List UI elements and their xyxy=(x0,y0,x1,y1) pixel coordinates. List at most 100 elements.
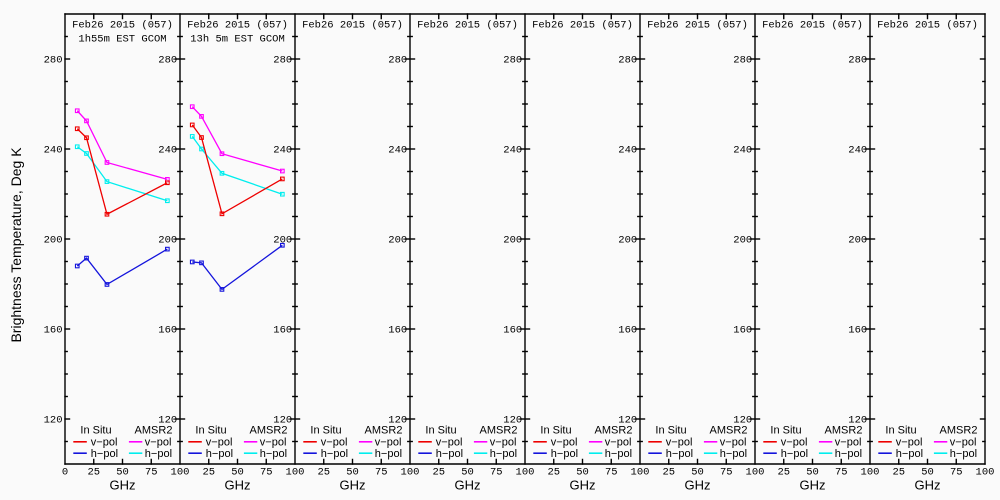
svg-text:160: 160 xyxy=(44,325,63,337)
svg-text:v−pol: v−pol xyxy=(260,436,287,448)
svg-text:AMSR2: AMSR2 xyxy=(595,425,633,437)
svg-text:GHz: GHz xyxy=(570,478,596,493)
svg-text:160: 160 xyxy=(848,325,867,337)
svg-text:50: 50 xyxy=(346,467,359,479)
svg-text:h−pol: h−pol xyxy=(91,448,118,460)
svg-text:75: 75 xyxy=(260,467,273,479)
svg-text:GHz: GHz xyxy=(915,478,941,493)
svg-text:120: 120 xyxy=(848,415,867,427)
svg-text:75: 75 xyxy=(835,467,848,479)
svg-text:120: 120 xyxy=(273,415,292,427)
svg-text:GHz: GHz xyxy=(800,478,826,493)
svg-text:v−pol: v−pol xyxy=(781,436,808,448)
svg-text:Feb26 2015 (057): Feb26 2015 (057) xyxy=(302,20,403,32)
svg-text:75: 75 xyxy=(490,467,503,479)
svg-text:160: 160 xyxy=(503,325,522,337)
svg-text:25: 25 xyxy=(202,467,215,479)
svg-text:160: 160 xyxy=(388,325,407,337)
svg-text:75: 75 xyxy=(375,467,388,479)
svg-text:280: 280 xyxy=(733,55,752,67)
svg-text:1h55m EST GCOM: 1h55m EST GCOM xyxy=(78,34,166,46)
svg-text:240: 240 xyxy=(848,145,867,157)
svg-text:In Situ: In Situ xyxy=(655,425,686,437)
svg-text:75: 75 xyxy=(950,467,963,479)
svg-text:h−pol: h−pol xyxy=(436,448,463,460)
svg-text:240: 240 xyxy=(273,145,292,157)
svg-text:120: 120 xyxy=(388,415,407,427)
svg-text:25: 25 xyxy=(547,467,560,479)
svg-text:In Situ: In Situ xyxy=(80,425,111,437)
svg-text:AMSR2: AMSR2 xyxy=(480,425,518,437)
svg-text:Brightness Temperature, Deg K: Brightness Temperature, Deg K xyxy=(8,147,24,343)
svg-text:h−pol: h−pol xyxy=(835,448,862,460)
svg-text:50: 50 xyxy=(116,467,129,479)
svg-text:240: 240 xyxy=(158,145,177,157)
svg-text:v−pol: v−pol xyxy=(436,436,463,448)
svg-text:100: 100 xyxy=(401,467,420,479)
svg-text:AMSR2: AMSR2 xyxy=(365,425,403,437)
svg-text:280: 280 xyxy=(388,55,407,67)
svg-text:50: 50 xyxy=(691,467,704,479)
svg-text:GHz: GHz xyxy=(110,478,136,493)
svg-text:100: 100 xyxy=(171,467,190,479)
svg-text:200: 200 xyxy=(618,235,637,247)
svg-text:h−pol: h−pol xyxy=(666,448,693,460)
svg-text:160: 160 xyxy=(158,325,177,337)
svg-text:120: 120 xyxy=(503,415,522,427)
svg-text:50: 50 xyxy=(231,467,244,479)
svg-text:h−pol: h−pol xyxy=(321,448,348,460)
svg-text:In Situ: In Situ xyxy=(885,425,916,437)
svg-text:v−pol: v−pol xyxy=(145,436,172,448)
svg-text:v−pol: v−pol xyxy=(490,436,517,448)
svg-text:v−pol: v−pol xyxy=(666,436,693,448)
svg-text:200: 200 xyxy=(273,235,292,247)
svg-text:Feb26 2015 (057): Feb26 2015 (057) xyxy=(877,20,978,32)
svg-text:100: 100 xyxy=(516,467,535,479)
svg-text:v−pol: v−pol xyxy=(91,436,118,448)
svg-text:AMSR2: AMSR2 xyxy=(135,425,173,437)
svg-text:240: 240 xyxy=(733,145,752,157)
svg-text:v−pol: v−pol xyxy=(835,436,862,448)
svg-text:h−pol: h−pol xyxy=(605,448,632,460)
svg-text:GHz: GHz xyxy=(225,478,251,493)
svg-text:280: 280 xyxy=(44,55,63,67)
svg-text:h−pol: h−pol xyxy=(145,448,172,460)
svg-text:Feb26 2015 (057): Feb26 2015 (057) xyxy=(532,20,633,32)
svg-text:h−pol: h−pol xyxy=(206,448,233,460)
svg-text:100: 100 xyxy=(861,467,880,479)
svg-text:h−pol: h−pol xyxy=(950,448,977,460)
svg-text:50: 50 xyxy=(461,467,474,479)
svg-text:200: 200 xyxy=(158,235,177,247)
svg-text:120: 120 xyxy=(733,415,752,427)
svg-text:280: 280 xyxy=(503,55,522,67)
svg-text:h−pol: h−pol xyxy=(260,448,287,460)
svg-text:75: 75 xyxy=(605,467,618,479)
svg-text:200: 200 xyxy=(44,235,63,247)
svg-text:120: 120 xyxy=(158,415,177,427)
svg-text:50: 50 xyxy=(806,467,819,479)
svg-text:200: 200 xyxy=(848,235,867,247)
svg-text:13h 5m EST GCOM: 13h 5m EST GCOM xyxy=(190,34,285,46)
svg-text:160: 160 xyxy=(273,325,292,337)
svg-text:v−pol: v−pol xyxy=(206,436,233,448)
svg-text:100: 100 xyxy=(286,467,305,479)
svg-text:50: 50 xyxy=(921,467,934,479)
svg-text:0: 0 xyxy=(62,467,68,479)
svg-text:240: 240 xyxy=(503,145,522,157)
svg-text:In Situ: In Situ xyxy=(540,425,571,437)
svg-text:In Situ: In Situ xyxy=(195,425,226,437)
svg-text:25: 25 xyxy=(892,467,905,479)
svg-text:25: 25 xyxy=(432,467,445,479)
svg-text:50: 50 xyxy=(576,467,589,479)
svg-text:Feb26 2015 (057): Feb26 2015 (057) xyxy=(417,20,518,32)
svg-text:100: 100 xyxy=(631,467,650,479)
svg-text:Feb26 2015 (057): Feb26 2015 (057) xyxy=(762,20,863,32)
svg-text:120: 120 xyxy=(618,415,637,427)
svg-text:AMSR2: AMSR2 xyxy=(710,425,748,437)
svg-text:240: 240 xyxy=(618,145,637,157)
svg-text:25: 25 xyxy=(317,467,330,479)
svg-text:25: 25 xyxy=(87,467,100,479)
svg-text:100: 100 xyxy=(746,467,765,479)
svg-text:GHz: GHz xyxy=(340,478,366,493)
svg-text:280: 280 xyxy=(618,55,637,67)
